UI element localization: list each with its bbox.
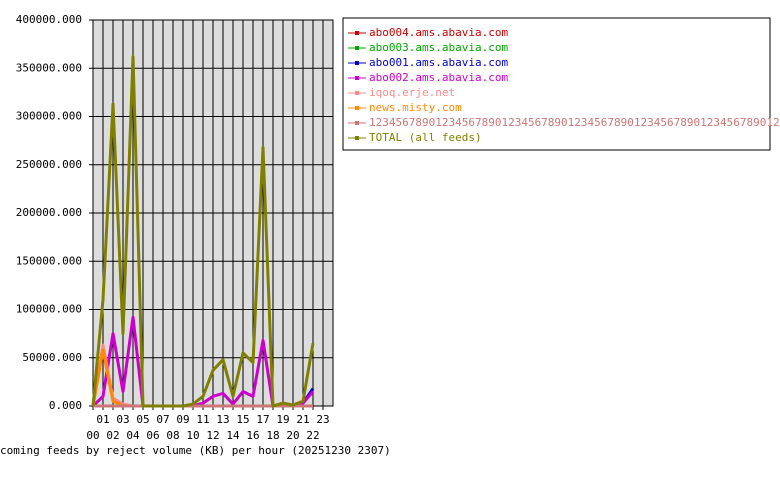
legend-label: 1234567890123456789012345678901234567890… bbox=[369, 116, 780, 129]
legend-box bbox=[342, 17, 771, 151]
x-tick-label: 19 bbox=[276, 413, 289, 426]
y-tick-label: 400000.000 bbox=[16, 13, 82, 26]
y-tick-label: 0.000 bbox=[49, 399, 82, 412]
legend-label: abo001.ams.abavia.com bbox=[369, 56, 508, 69]
x-tick-label: 10 bbox=[186, 429, 199, 442]
x-tick-label: 23 bbox=[316, 413, 329, 426]
legend-label: TOTAL (all feeds) bbox=[369, 131, 482, 144]
x-tick-label: 04 bbox=[126, 429, 140, 442]
x-tick-label: 22 bbox=[306, 429, 319, 442]
y-tick-label: 350000.000 bbox=[16, 61, 82, 74]
chart-title: coming feeds by reject volume (KB) per h… bbox=[0, 444, 391, 457]
legend-marker bbox=[355, 61, 359, 65]
y-tick-label: 100000.000 bbox=[16, 303, 82, 316]
x-tick-label: 18 bbox=[266, 429, 279, 442]
x-tick-label: 21 bbox=[296, 413, 309, 426]
legend-label: iqoq.erje.net bbox=[369, 86, 455, 99]
y-tick-label: 250000.000 bbox=[16, 158, 82, 171]
legend-marker bbox=[355, 121, 359, 125]
x-tick-label: 06 bbox=[146, 429, 159, 442]
x-tick-label: 08 bbox=[166, 429, 179, 442]
x-tick-label: 13 bbox=[216, 413, 229, 426]
x-tick-label: 09 bbox=[176, 413, 189, 426]
legend-marker bbox=[355, 46, 359, 50]
x-tick-label: 07 bbox=[156, 413, 169, 426]
legend-label: abo002.ams.abavia.com bbox=[369, 71, 508, 84]
legend-label: abo003.ams.abavia.com bbox=[369, 41, 508, 54]
legend-marker bbox=[355, 106, 359, 110]
x-tick-label: 05 bbox=[136, 413, 149, 426]
legend-marker bbox=[355, 91, 359, 95]
x-tick-label: 20 bbox=[286, 429, 299, 442]
legend-marker bbox=[355, 136, 359, 140]
x-tick-label: 03 bbox=[116, 413, 129, 426]
x-tick-label: 17 bbox=[256, 413, 269, 426]
x-tick-label: 11 bbox=[196, 413, 209, 426]
y-tick-label: 200000.000 bbox=[16, 206, 82, 219]
legend-label: news.misty.com bbox=[369, 101, 462, 114]
x-tick-label: 00 bbox=[86, 429, 99, 442]
x-tick-label: 02 bbox=[106, 429, 119, 442]
y-tick-label: 150000.000 bbox=[16, 254, 82, 267]
x-tick-label: 16 bbox=[246, 429, 259, 442]
legend-label: abo004.ams.abavia.com bbox=[369, 26, 508, 39]
x-tick-label: 15 bbox=[236, 413, 249, 426]
y-tick-label: 300000.000 bbox=[16, 110, 82, 123]
y-tick-label: 50000.000 bbox=[22, 351, 82, 364]
x-tick-label: 14 bbox=[226, 429, 240, 442]
series-line bbox=[91, 55, 315, 408]
legend-marker bbox=[355, 31, 359, 35]
legend-marker bbox=[355, 76, 359, 80]
x-tick-label: 12 bbox=[206, 429, 219, 442]
x-tick-label: 01 bbox=[96, 413, 109, 426]
